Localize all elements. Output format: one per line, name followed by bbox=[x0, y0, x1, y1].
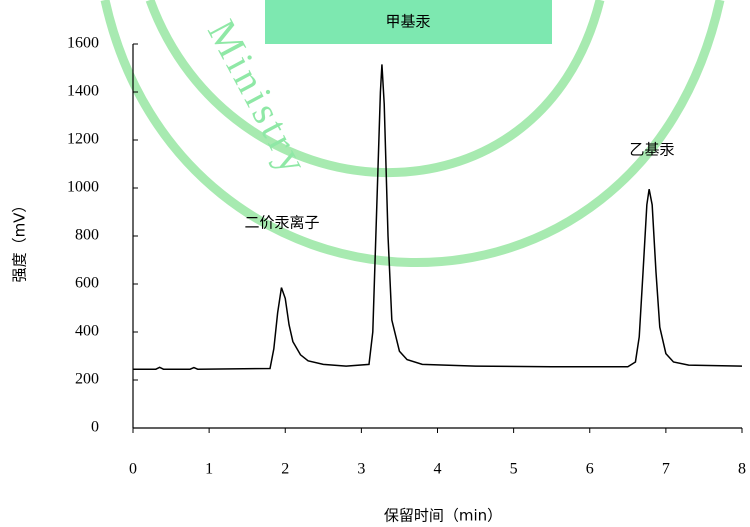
x-tick-label: 8 bbox=[738, 461, 746, 478]
y-tick-label: 200 bbox=[75, 371, 99, 388]
x-tick-label: 6 bbox=[586, 461, 594, 478]
x-tick-label: 7 bbox=[662, 461, 670, 478]
annotation: 甲基汞 bbox=[385, 13, 430, 31]
x-tick-label: 2 bbox=[281, 461, 289, 478]
y-tick-label: 1600 bbox=[67, 35, 99, 52]
y-tick-label: 1400 bbox=[67, 83, 99, 100]
y-tick-label: 400 bbox=[75, 323, 99, 340]
annotation: 乙基汞 bbox=[629, 141, 674, 159]
x-tick-label: 3 bbox=[357, 461, 365, 478]
y-tick-label: 1200 bbox=[67, 131, 99, 148]
y-tick-label: 0 bbox=[91, 419, 99, 436]
x-tick-label: 0 bbox=[129, 461, 137, 478]
y-tick-label: 800 bbox=[75, 227, 99, 244]
y-tick-label: 600 bbox=[75, 275, 99, 292]
x-tick-label: 1 bbox=[205, 461, 213, 478]
y-tick-label: 1000 bbox=[67, 179, 99, 196]
x-axis-title: 保留时间（min） bbox=[384, 507, 502, 525]
x-tick-label: 5 bbox=[510, 461, 518, 478]
annotation: 二价汞离子 bbox=[244, 214, 319, 232]
chart: Ministry 甲基汞 二价汞离子 乙基汞 保留时间（min） 强度（mV） … bbox=[0, 0, 750, 527]
x-tick-label: 4 bbox=[434, 461, 442, 478]
y-axis-title: 强度（mV） bbox=[11, 198, 29, 283]
